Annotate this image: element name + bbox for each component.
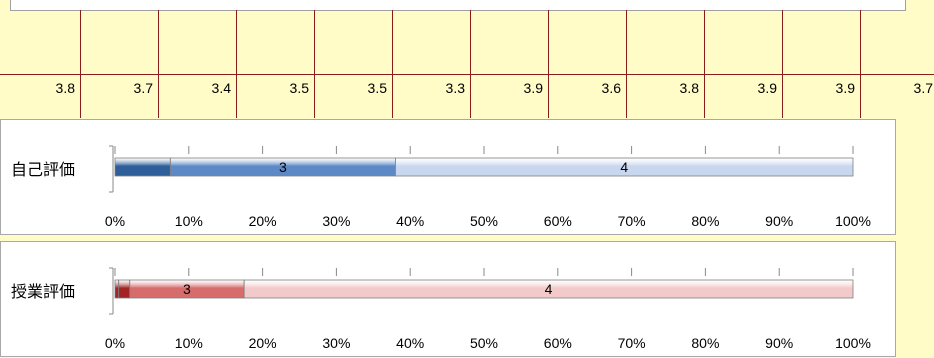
grid-column-line [626, 10, 627, 118]
grid-column-line [860, 10, 861, 118]
score-value: 3.9 [523, 80, 543, 96]
score-value: 3.3 [445, 80, 465, 96]
x-tick-label: 20% [249, 335, 277, 351]
bar-segment [114, 157, 171, 177]
x-tick-label: 10% [175, 213, 203, 229]
score-value: 3.8 [55, 80, 75, 96]
grid-column-line [158, 10, 159, 118]
score-value: 3.9 [835, 80, 855, 96]
bar-segment-label: 4 [545, 281, 553, 297]
x-tick-label: 40% [396, 213, 424, 229]
x-tick-label: 70% [618, 213, 646, 229]
self-evaluation-chart: 自己評価 0% 10% 20% 30% 40% 50% 60% 70% 80% 90% 100% 3 4 [0, 119, 896, 235]
x-tick-label: 50% [470, 335, 498, 351]
grid-column-line [392, 10, 393, 118]
x-tick-label: 50% [470, 213, 498, 229]
x-tick-label: 60% [544, 335, 572, 351]
score-grid: 3.8 3.7 3.4 3.5 3.5 3.3 3.9 3.6 3.8 3.9 3.9 3.7 [0, 10, 934, 118]
x-tick-label: 90% [765, 213, 793, 229]
score-value: 3.7 [913, 80, 933, 96]
x-tick-label: 100% [835, 213, 871, 229]
bar-segment-label: 4 [620, 159, 628, 175]
bar-segment [118, 279, 131, 299]
x-tick-label: 0% [105, 213, 125, 229]
grid-column-line [548, 10, 549, 118]
grid-column-line [704, 10, 705, 118]
grid-column-line [80, 10, 81, 118]
score-value: 3.8 [679, 80, 699, 96]
grid-row-line [0, 74, 934, 75]
x-tick-label: 90% [765, 335, 793, 351]
score-value: 3.9 [757, 80, 777, 96]
score-value: 3.7 [133, 80, 153, 96]
grid-column-line [236, 10, 237, 118]
score-value: 3.6 [601, 80, 621, 96]
score-value: 3.5 [289, 80, 309, 96]
x-tick-label: 30% [322, 335, 350, 351]
self-evaluation-label: 自己評価 [11, 160, 76, 179]
grid-column-line [782, 10, 783, 118]
class-evaluation-plot: 0% 10% 20% 30% 40% 50% 60% 70% 80% 90% 100% 3 4 [105, 267, 871, 351]
grid-column-line [314, 10, 315, 118]
x-tick-label: 100% [835, 335, 871, 351]
score-value: 3.4 [211, 80, 231, 96]
class-evaluation-chart: 授業評価 0% 10% 20% 30% 40% 50% 60% 70% 80% 90% 100% 3 4 [0, 241, 896, 357]
x-tick-label: 40% [396, 335, 424, 351]
score-value: 3.5 [367, 80, 387, 96]
bar-segment-label: 3 [279, 159, 287, 175]
x-tick-label: 30% [322, 213, 350, 229]
bar-segment-label: 3 [183, 281, 191, 297]
x-tick-label: 0% [105, 335, 125, 351]
top-table-box [10, 0, 906, 11]
bar-segment [243, 279, 854, 299]
x-tick-label: 20% [249, 213, 277, 229]
bar-segment [114, 279, 120, 299]
x-tick-label: 60% [544, 213, 572, 229]
grid-column-line [470, 10, 471, 118]
bar-segment [395, 157, 854, 177]
x-tick-label: 70% [618, 335, 646, 351]
x-tick-label: 80% [691, 213, 719, 229]
self-evaluation-plot: 0% 10% 20% 30% 40% 50% 60% 70% 80% 90% 100% 3 4 [105, 145, 871, 229]
class-evaluation-label: 授業評価 [11, 282, 76, 301]
x-tick-label: 10% [175, 335, 203, 351]
x-tick-label: 80% [691, 335, 719, 351]
